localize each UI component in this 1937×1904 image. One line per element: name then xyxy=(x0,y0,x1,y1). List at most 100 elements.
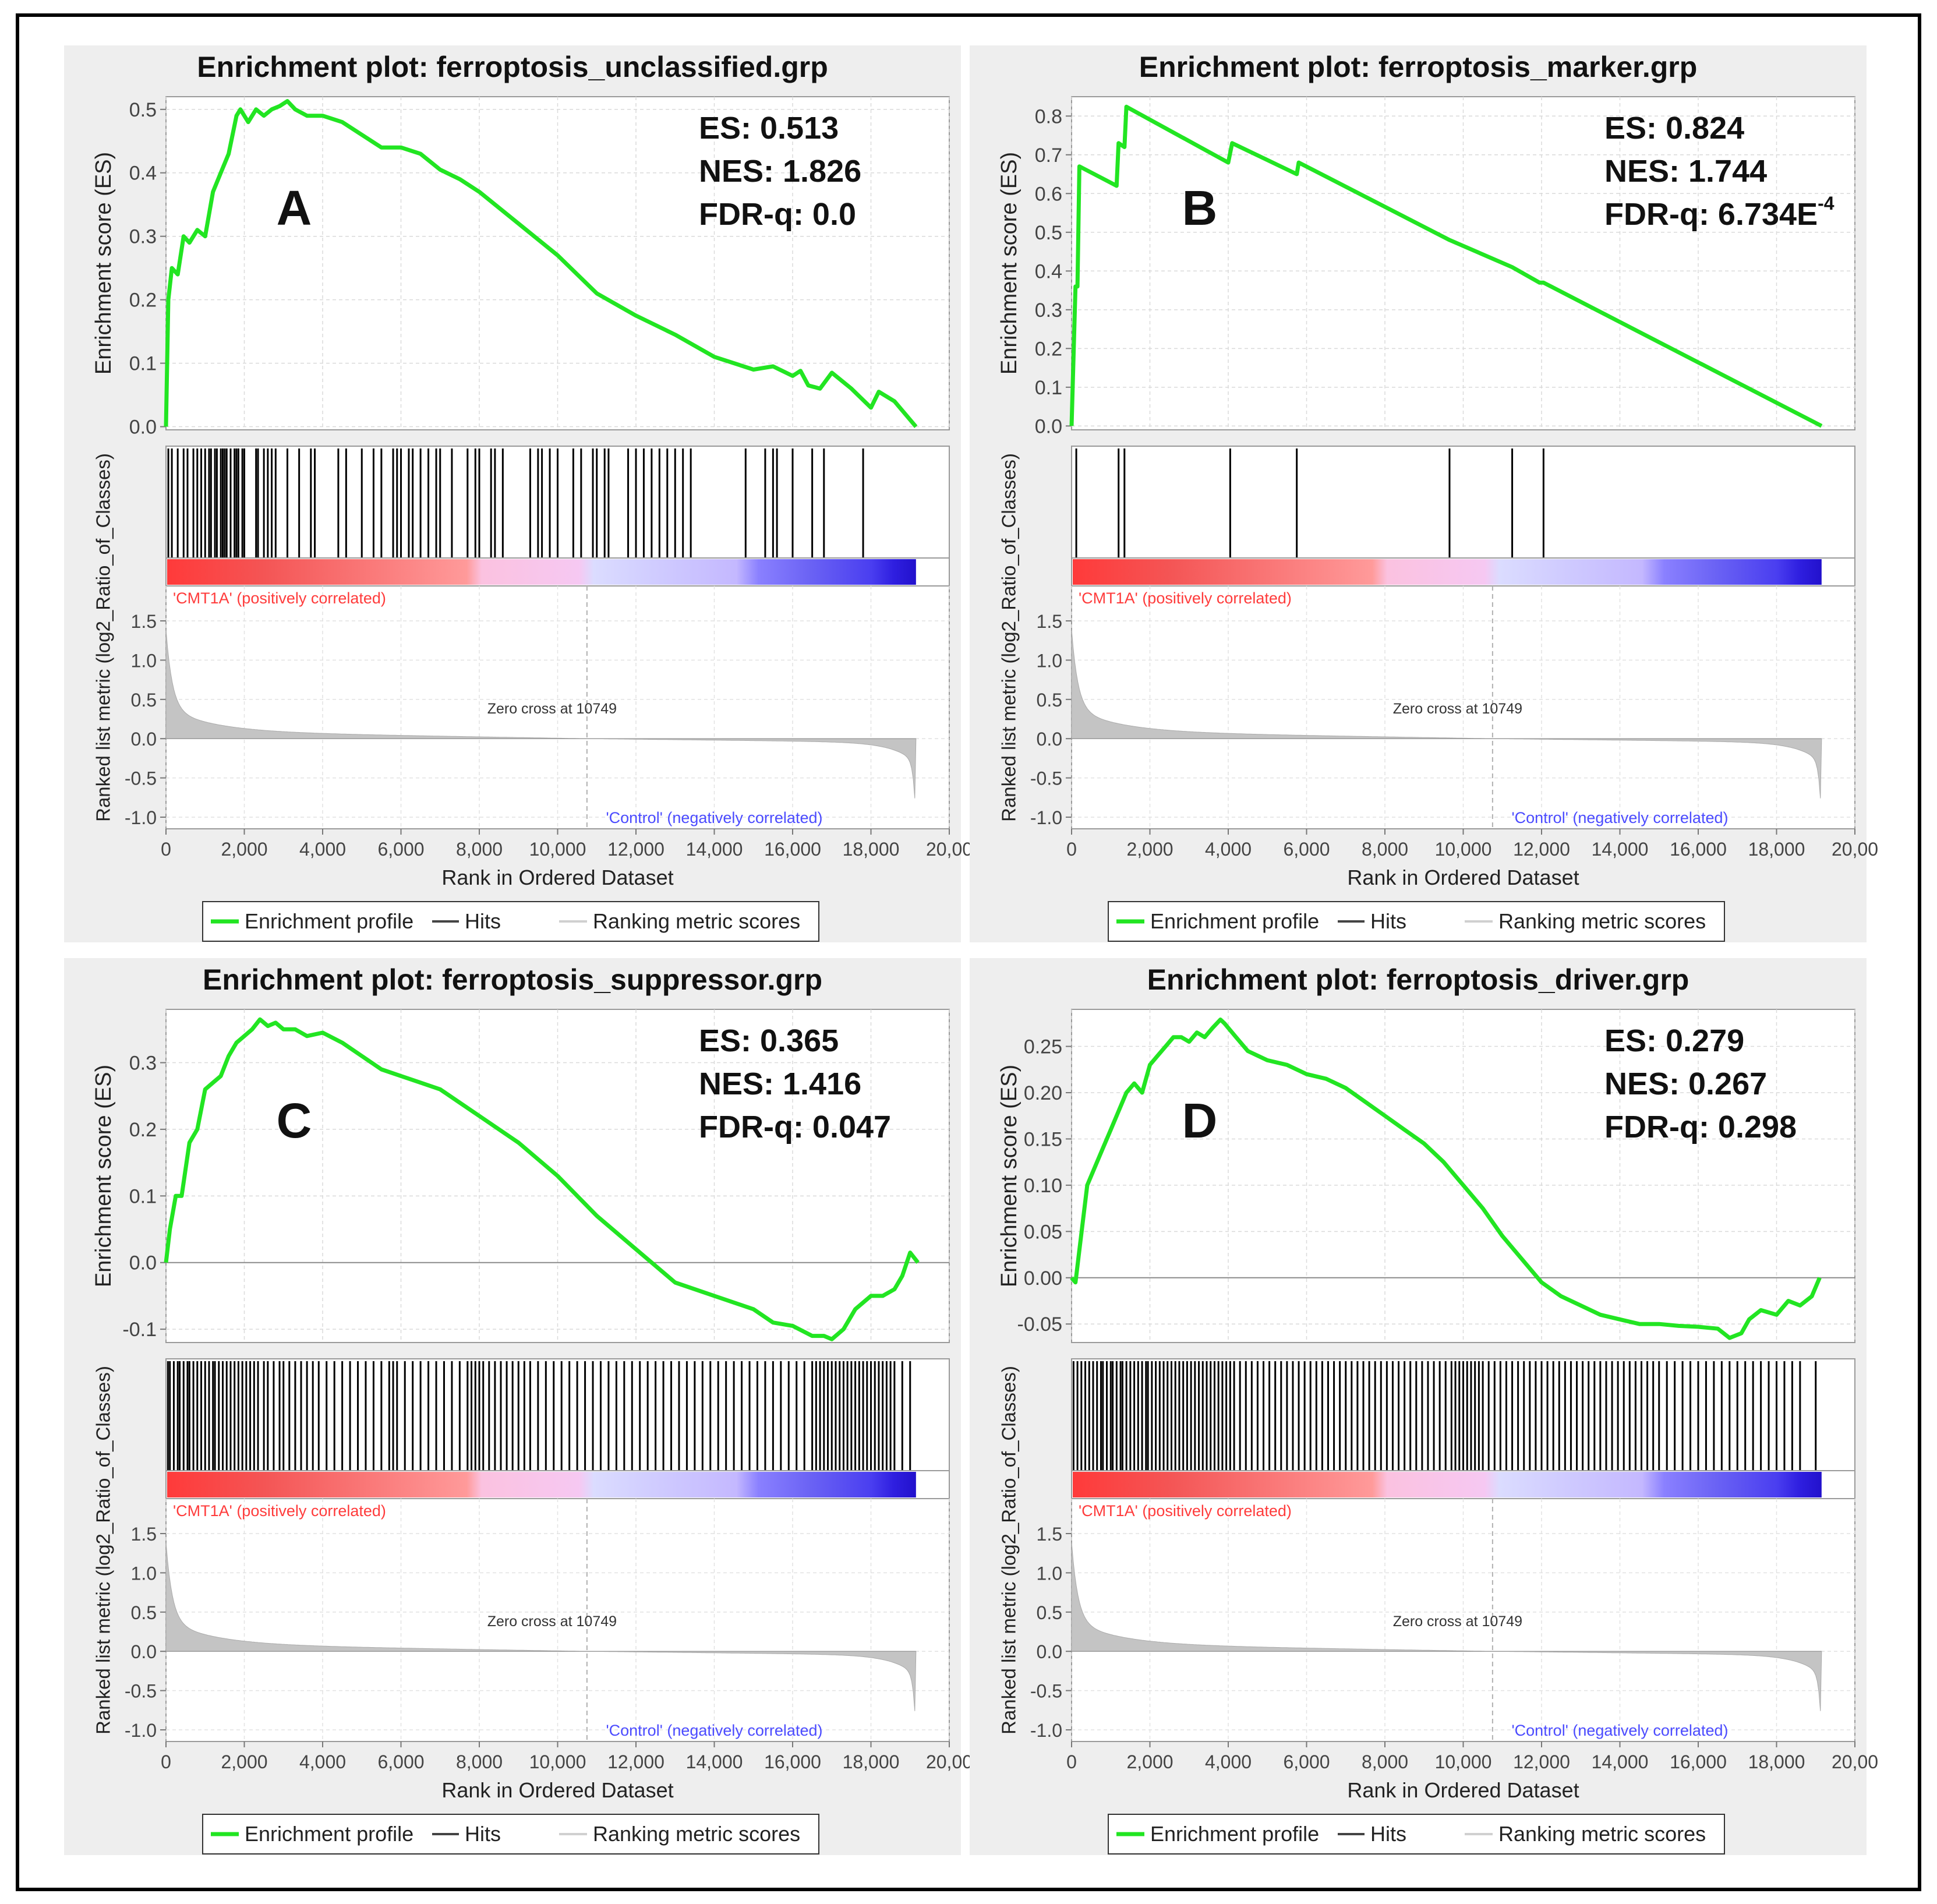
panels-layer: Enrichment plot: ferroptosis_unclassifie… xyxy=(64,45,1878,1855)
x-tick-label: 0 xyxy=(161,839,171,860)
es-tick-label: 0.0 xyxy=(129,416,157,439)
enrichment-profile-line xyxy=(164,99,918,428)
metric-tick-label: 1.5 xyxy=(1037,611,1062,632)
ranking-metric-area xyxy=(165,629,917,799)
x-tick-label: 18,000 xyxy=(843,839,900,860)
es-tick-label: 0.1 xyxy=(129,353,157,375)
metric-tick-label: 0.5 xyxy=(131,690,157,711)
panel-letter: D xyxy=(1182,1093,1218,1148)
legend: Enrichment profile Hits Ranking metric sco… xyxy=(1108,901,1725,942)
es-tick-label: 0.25 xyxy=(1024,1036,1062,1058)
x-tick-label: 18,000 xyxy=(1748,839,1805,860)
es-tick-label: 0.3 xyxy=(129,226,157,248)
legend-box xyxy=(1108,1814,1725,1854)
metric-tick-label: 1.5 xyxy=(131,611,157,632)
zero-cross-label: Zero cross at 10749 xyxy=(487,701,617,717)
x-tick-label: 0 xyxy=(161,1751,171,1772)
legend-profile-label: Enrichment profile xyxy=(1150,909,1319,933)
es-tick-label: 0.00 xyxy=(1024,1267,1062,1290)
zero-cross-label: Zero cross at 10749 xyxy=(1393,1613,1522,1630)
metric-y-axis-label: Ranked list metric (log2_Ratio_of_Classe… xyxy=(93,1366,114,1735)
metric-tick-label: 1.0 xyxy=(1037,650,1062,671)
legend: Enrichment profile Hits Ranking metric sco… xyxy=(202,901,819,942)
x-axis-label: Rank in Ordered Dataset xyxy=(1347,866,1579,889)
legend: Enrichment profile Hits Ranking metric sco… xyxy=(202,1814,819,1854)
es-value: ES: 0.365 xyxy=(699,1023,839,1058)
x-tick-label: 18,000 xyxy=(843,1751,900,1772)
x-tick-label: 20,00 xyxy=(1832,1751,1878,1772)
legend-box xyxy=(1108,901,1725,942)
hits-area xyxy=(165,1358,950,1471)
es-tick-label: 0.6 xyxy=(1035,183,1062,205)
x-tick-label: 18,000 xyxy=(1748,1751,1805,1772)
x-axis-label: Rank in Ordered Dataset xyxy=(441,1778,673,1802)
es-tick-label: 0.1 xyxy=(1035,377,1062,399)
metric-tick-label: -1.0 xyxy=(125,1720,157,1741)
es-tick-label: 0.4 xyxy=(129,163,157,185)
panel-title: Enrichment plot: ferroptosis_marker.grp xyxy=(1139,51,1698,83)
legend-metric-label: Ranking metric scores xyxy=(593,1822,800,1846)
es-tick-label: 0.8 xyxy=(1035,105,1062,128)
ranking-metric-area xyxy=(1071,629,1822,799)
negative-class-label: 'Control' (negatively correlated) xyxy=(1512,809,1729,826)
x-tick-label: 4,000 xyxy=(299,839,346,860)
panel-title: Enrichment plot: ferroptosis_unclassifie… xyxy=(197,51,828,83)
zero-cross-label: Zero cross at 10749 xyxy=(1393,701,1522,717)
x-tick-label: 2,000 xyxy=(221,1751,267,1772)
legend-hits-label: Hits xyxy=(465,1822,501,1846)
es-tick-label: 0.5 xyxy=(1035,222,1062,244)
metric-tick-label: 0.5 xyxy=(1037,690,1062,711)
x-tick-label: 16,000 xyxy=(1670,1751,1727,1772)
x-tick-label: 0 xyxy=(1066,1751,1077,1772)
panel-title: Enrichment plot: ferroptosis_suppressor.… xyxy=(203,963,822,996)
legend-hits-label: Hits xyxy=(1370,1822,1406,1846)
metric-tick-label: -0.5 xyxy=(125,1681,157,1702)
x-tick-label: 6,000 xyxy=(1283,1751,1330,1772)
metric-tick-label: -0.5 xyxy=(1030,1681,1062,1702)
enrichment-profile-line xyxy=(1070,1018,1822,1340)
nes-value: NES: 1.416 xyxy=(699,1066,861,1101)
es-tick-label: 0.4 xyxy=(1035,260,1062,282)
metric-tick-label: -1.0 xyxy=(1030,1720,1062,1741)
negative-class-label: 'Control' (negatively correlated) xyxy=(1512,1722,1729,1739)
es-y-axis-label: Enrichment score (ES) xyxy=(91,152,116,375)
x-tick-label: 2,000 xyxy=(1126,839,1173,860)
es-tick-label: 0.10 xyxy=(1024,1175,1062,1197)
metric-tick-label: 0.0 xyxy=(1037,1641,1062,1662)
x-tick-label: 20,00 xyxy=(1832,839,1878,860)
es-tick-label: 0.0 xyxy=(1035,415,1062,437)
es-tick-label: -0.1 xyxy=(122,1319,157,1341)
panel-a: Enrichment plot: ferroptosis_unclassifie… xyxy=(64,45,973,942)
x-tick-label: 8,000 xyxy=(456,1751,503,1772)
legend: Enrichment profile Hits Ranking metric sco… xyxy=(1108,1814,1725,1854)
x-tick-label: 4,000 xyxy=(299,1751,346,1772)
metric-tick-label: 0.0 xyxy=(131,1641,157,1662)
x-tick-label: 12,000 xyxy=(1513,1751,1570,1772)
es-tick-label: -0.05 xyxy=(1017,1313,1063,1336)
fdr-value: FDR-q: 6.734E-4 xyxy=(1604,193,1835,232)
fdr-value: FDR-q: 0.047 xyxy=(699,1110,891,1144)
legend-metric-label: Ranking metric scores xyxy=(1498,1822,1706,1846)
metric-tick-label: 1.5 xyxy=(131,1524,157,1545)
metric-tick-label: 1.0 xyxy=(1037,1563,1062,1584)
es-tick-label: 0.2 xyxy=(1035,338,1062,360)
x-tick-label: 8,000 xyxy=(1362,839,1408,860)
x-tick-label: 16,000 xyxy=(764,1751,821,1772)
es-tick-label: 0.2 xyxy=(129,289,157,312)
es-tick-label: 0.3 xyxy=(129,1052,157,1075)
x-tick-label: 0 xyxy=(1066,839,1077,860)
nes-value: NES: 1.826 xyxy=(699,154,861,189)
x-tick-label: 6,000 xyxy=(1283,839,1330,860)
x-tick-label: 14,000 xyxy=(1592,1751,1649,1772)
positive-class-label: 'CMT1A' (positively correlated) xyxy=(1079,589,1292,607)
rank-colorbar xyxy=(167,559,916,585)
legend-hits-label: Hits xyxy=(465,909,501,933)
metric-tick-label: -1.0 xyxy=(1030,807,1062,828)
es-value: ES: 0.824 xyxy=(1604,111,1744,146)
positive-class-label: 'CMT1A' (positively correlated) xyxy=(173,1502,386,1520)
hits-area xyxy=(1071,446,1855,559)
x-tick-label: 4,000 xyxy=(1205,1751,1252,1772)
nes-value: NES: 0.267 xyxy=(1604,1066,1767,1101)
metric-tick-label: -1.0 xyxy=(125,807,157,828)
legend-metric-label: Ranking metric scores xyxy=(1498,909,1706,933)
